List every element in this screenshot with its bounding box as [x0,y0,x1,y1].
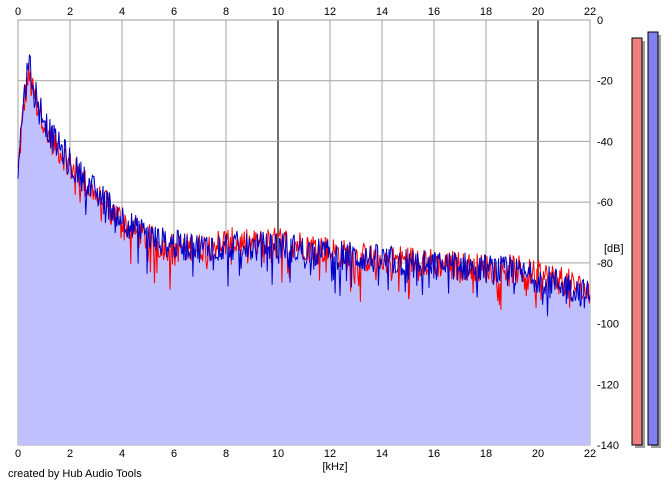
x-tick-label-top: 18 [480,6,492,18]
y-tick-label: -40 [597,136,613,148]
x-tick-label-top: 12 [324,6,336,18]
x-tick-label-top: 22 [584,6,596,18]
x-tick-label-top: 10 [272,6,284,18]
y-tick-label: -140 [597,440,619,452]
x-tick-label-bottom: 16 [428,448,440,460]
x-tick-label-bottom: 4 [119,448,125,460]
x-tick-label-top: 6 [171,6,177,18]
x-tick-label-top: 16 [428,6,440,18]
x-tick-label-top: 14 [376,6,388,18]
x-tick-label-bottom: 12 [324,448,336,460]
x-tick-label-bottom: 22 [584,448,596,460]
spectrum-area [18,54,590,445]
x-tick-label-top: 4 [119,6,125,18]
x-tick-label-bottom: 20 [532,448,544,460]
series-lines [17,54,591,317]
x-tick-label-bottom: 14 [376,448,388,460]
y-axis-unit: [dB] [604,243,624,255]
y-tick-labels: 0 -20 -40 -60 -80 -100 -120 -140 [597,15,619,452]
x-tick-label-top: 20 [532,6,544,18]
x-tick-label-bottom: 10 [272,448,284,460]
x-tick-label-bottom: 6 [171,448,177,460]
y-tick-label: -20 [597,76,613,88]
x-tick-label-bottom: 2 [67,448,73,460]
x-tick-label-top: 0 [15,6,21,18]
x-axis-unit: [kHz] [322,461,347,473]
level-meter-2 [647,31,659,446]
series-line-2 [17,54,591,317]
y-tick-label: -100 [597,319,619,331]
credit-text: created by Hub Audio Tools [8,468,142,480]
y-tick-label: -60 [597,197,613,209]
x-tick-label-bottom: 0 [15,448,21,460]
y-tick-label: -120 [597,379,619,391]
y-tick-label: -80 [597,258,613,270]
spectrum-fill [18,54,590,445]
x-tick-label-bottom: 18 [480,448,492,460]
y-tick-label: 0 [597,15,603,27]
x-tick-label-bottom: 8 [223,448,229,460]
level-meters [631,31,661,448]
level-meter-1 [631,37,643,446]
x-tick-label-top: 8 [223,6,229,18]
x-tick-label-top: 2 [67,6,73,18]
